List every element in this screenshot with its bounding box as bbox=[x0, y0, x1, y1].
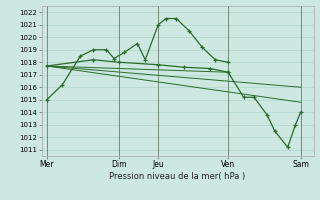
X-axis label: Pression niveau de la mer( hPa ): Pression niveau de la mer( hPa ) bbox=[109, 172, 246, 181]
